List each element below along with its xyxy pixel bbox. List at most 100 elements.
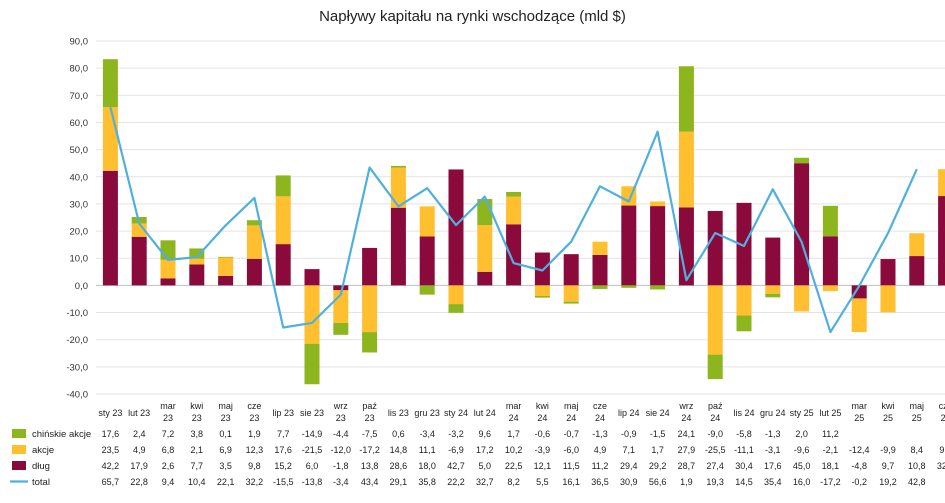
- bar-segment: [189, 264, 205, 286]
- data-table-cell: 43,4: [361, 477, 379, 487]
- bar-segment: [131, 236, 147, 286]
- x-tick-label: sty 24: [444, 408, 468, 418]
- bar-segment: [938, 196, 945, 286]
- data-table-cell: -6,9: [448, 445, 464, 455]
- data-table-cell: 7,7: [277, 429, 290, 439]
- data-table-cell: -9,6: [794, 445, 810, 455]
- data-table-cell: 30,4: [735, 461, 753, 471]
- data-table-cell: 10,2: [505, 445, 523, 455]
- bar-segment: [678, 66, 694, 132]
- bar-segment: [160, 240, 176, 260]
- bar-segment: [794, 285, 810, 312]
- data-table-cell: 0,1: [219, 429, 232, 439]
- data-table-cell: 2,0: [795, 429, 808, 439]
- x-tick-label: gru 23: [414, 408, 440, 418]
- data-table-cell: 13,8: [361, 461, 379, 471]
- bar-segment: [246, 220, 262, 226]
- data-table-cell: 17,6: [274, 445, 292, 455]
- data-table-cell: 22,8: [130, 477, 148, 487]
- bar-segment: [419, 236, 435, 286]
- bar-segment: [592, 241, 608, 255]
- data-table-cell: 7,1: [623, 445, 636, 455]
- y-tick-label: 30,0: [70, 199, 89, 210]
- data-table-cell: 22,2: [447, 477, 465, 487]
- data-table-cell: 19,2: [879, 477, 897, 487]
- chart-title: Napływy kapitału na rynki wschodzące (ml…: [319, 8, 626, 25]
- data-table-cell: 2,6: [162, 461, 175, 471]
- bar-segment: [851, 285, 867, 299]
- x-tick-label: 23: [249, 413, 259, 423]
- data-table-cell: -1,3: [765, 429, 781, 439]
- x-tick-label: 24: [566, 413, 576, 423]
- bar-segment: [765, 285, 781, 294]
- data-table-cell: 11,2: [822, 429, 839, 439]
- bar-segment: [765, 293, 781, 298]
- y-tick-label: 70,0: [70, 91, 89, 102]
- data-table-cell: 17,6: [102, 429, 120, 439]
- y-tick-label: 0,0: [75, 281, 88, 292]
- total-line: [109, 106, 918, 334]
- bar-segment: [650, 206, 666, 286]
- x-tick-label: mar: [160, 401, 176, 411]
- data-table-cell: 18,0: [418, 461, 436, 471]
- data-table-cell: -13,8: [302, 477, 323, 487]
- data-table-cell: 27,4: [706, 461, 724, 471]
- bar-segment: [390, 167, 406, 208]
- bar-segment: [506, 224, 522, 286]
- bar-segment: [880, 259, 896, 286]
- bar-segment: [794, 163, 810, 286]
- bar-segment: [333, 285, 349, 291]
- data-table-cell: 42,2: [102, 461, 120, 471]
- data-table-cell: 27,9: [678, 445, 696, 455]
- data-table-cell: 1,9: [680, 477, 693, 487]
- x-tick-label: lis 24: [733, 408, 754, 418]
- bar-segment: [707, 354, 723, 380]
- bar-segment: [534, 285, 550, 296]
- bar-segment: [189, 248, 205, 259]
- bar-segment: [563, 285, 579, 302]
- data-table-cell: 17,9: [130, 461, 148, 471]
- x-tick-label: lip 23: [272, 408, 294, 418]
- x-tick-label: 25: [941, 413, 945, 423]
- data-table-cell: 1,9: [248, 429, 261, 439]
- bar-segment: [102, 59, 118, 107]
- x-tick-label: 24: [509, 413, 519, 423]
- legend-label: chińskie akcje: [32, 429, 91, 440]
- data-table-cell: 10,4: [188, 477, 206, 487]
- bar-segment: [160, 278, 176, 286]
- data-table-cell: 12,3: [246, 445, 264, 455]
- bar-segment: [275, 175, 291, 197]
- data-table-cell: 11,5: [563, 461, 580, 471]
- data-table-cell: 18,1: [822, 461, 840, 471]
- bar-segment: [448, 285, 464, 305]
- data-table-cell: 32,7: [476, 477, 494, 487]
- bar-segment: [448, 169, 464, 286]
- x-tick-label: sty 25: [790, 408, 814, 418]
- y-tick-label: 50,0: [70, 145, 89, 156]
- x-tick-label: maj: [564, 401, 579, 411]
- data-table-cell: 56,6: [649, 477, 667, 487]
- x-tick-label: 23: [336, 413, 346, 423]
- bar-segment: [304, 269, 320, 286]
- bar-segment: [304, 285, 320, 344]
- data-table-cell: -2,1: [823, 445, 839, 455]
- data-table-cell: 28,7: [678, 461, 696, 471]
- bar-segment: [477, 271, 493, 286]
- data-table-cell: 32,2: [246, 477, 264, 487]
- x-tick-label: 23: [192, 413, 202, 423]
- data-table-cell: 28,6: [390, 461, 408, 471]
- data-table-cell: 1,7: [651, 445, 664, 455]
- data-table-cell: 0,6: [392, 429, 405, 439]
- data-table-cell: -1,5: [650, 429, 666, 439]
- data-table-cell: -7,5: [362, 429, 378, 439]
- bar-segment: [707, 210, 723, 286]
- bar-segment: [333, 322, 349, 335]
- data-table-cell: 9,7: [882, 461, 895, 471]
- data-table-cell: -6,0: [563, 445, 579, 455]
- data-table-cell: 30,9: [620, 477, 638, 487]
- bar-segment: [938, 169, 945, 197]
- bar-segment: [448, 304, 464, 313]
- data-table-cell: 5,0: [479, 461, 492, 471]
- data-table-cell: 65,7: [102, 477, 120, 487]
